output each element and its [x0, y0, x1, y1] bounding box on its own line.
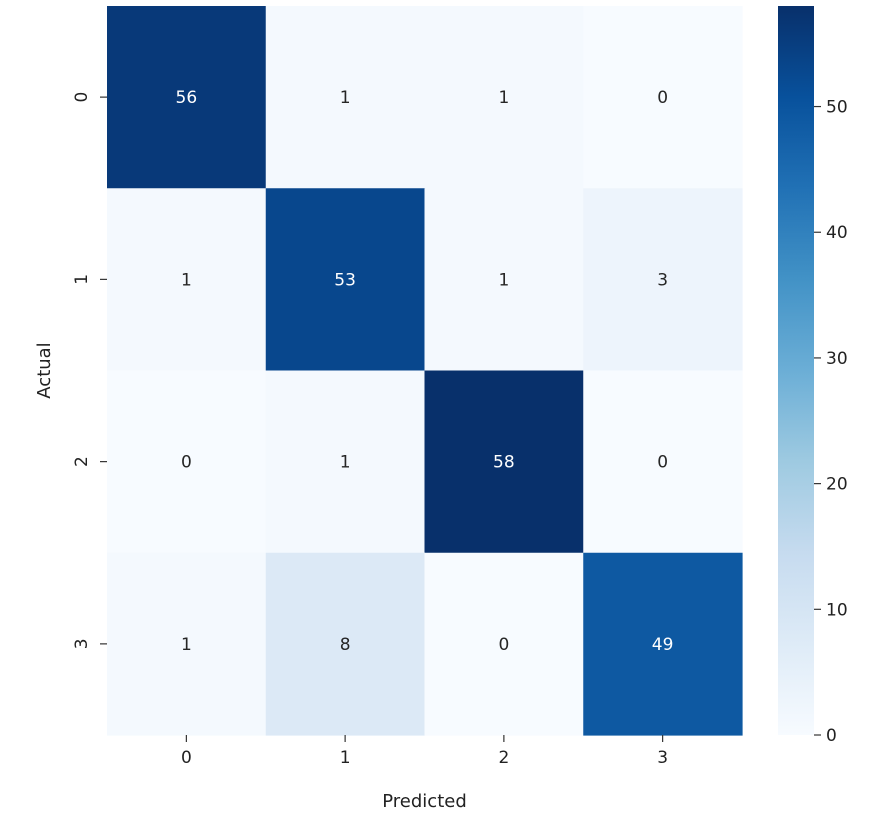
cell-value-label: 0: [181, 453, 192, 473]
x-tick-label: 2: [498, 748, 509, 768]
cell-value-label: 0: [498, 635, 509, 655]
cell-value-label: 0: [657, 453, 668, 473]
cell-value-label: 1: [340, 453, 351, 473]
heatmap-cell: [107, 188, 267, 372]
colorbar-tick-label: 10: [826, 600, 848, 620]
y-tick-label: 0: [72, 92, 92, 103]
cell-value-label: 1: [340, 88, 351, 108]
colorbar: [778, 6, 814, 735]
colorbar-tick-label: 50: [826, 98, 848, 118]
cell-value-label: 49: [652, 635, 674, 655]
cell-value-label: 58: [493, 453, 515, 473]
cell-value-label: 56: [176, 88, 198, 108]
heatmap-cell: [107, 6, 267, 189]
cell-value-label: 1: [181, 270, 192, 290]
colorbar-tick-label: 0: [826, 726, 837, 746]
cell-value-label: 0: [657, 88, 668, 108]
colorbar-tick-label: 40: [826, 223, 848, 243]
heatmap-cell: [424, 188, 584, 372]
heatmap-cell: [107, 370, 267, 554]
x-axis-title: Predicted: [382, 791, 467, 812]
heatmap-cell: [583, 552, 743, 736]
heatmap-cell: [424, 370, 584, 554]
heatmap-cell: [583, 370, 743, 554]
heatmap-cell: [107, 552, 267, 736]
heatmap-cell: [583, 188, 743, 372]
cell-value-label: 8: [340, 635, 351, 655]
heatmap-cell: [265, 6, 426, 189]
cell-value-label: 1: [498, 88, 509, 108]
x-tick-label: 3: [657, 748, 668, 768]
cell-value-label: 3: [657, 270, 668, 290]
y-axis-title: Actual: [34, 342, 55, 398]
cell-value-label: 1: [181, 635, 192, 655]
heatmap-cell: [424, 552, 584, 736]
cell-value-label: 53: [334, 270, 356, 290]
heatmap-cell: [424, 6, 584, 189]
y-axis: 0 1 2 3: [72, 92, 107, 649]
y-tick-label: 3: [72, 638, 92, 649]
heatmap-cell: [265, 188, 426, 372]
heatmap-cell: [265, 552, 426, 736]
x-axis: 0 1 2 3: [181, 735, 668, 768]
colorbar-tick-label: 20: [826, 475, 848, 495]
y-tick-label: 1: [72, 274, 92, 285]
heatmap-cell: [583, 6, 743, 189]
cell-value-label: 1: [498, 270, 509, 290]
heatmap-cell: [265, 370, 426, 554]
x-tick-label: 1: [340, 748, 351, 768]
heatmap-cells: [107, 6, 743, 736]
heatmap-cell-labels: 56 1 1 0 1 53 1 3 0 1 58 0 1 8 0 49: [176, 88, 674, 655]
colorbar-tick-label: 30: [826, 349, 848, 369]
y-tick-label: 2: [72, 456, 92, 467]
colorbar-ticks: 0 10 20 30 40 50: [814, 98, 848, 746]
x-tick-label: 0: [181, 748, 192, 768]
